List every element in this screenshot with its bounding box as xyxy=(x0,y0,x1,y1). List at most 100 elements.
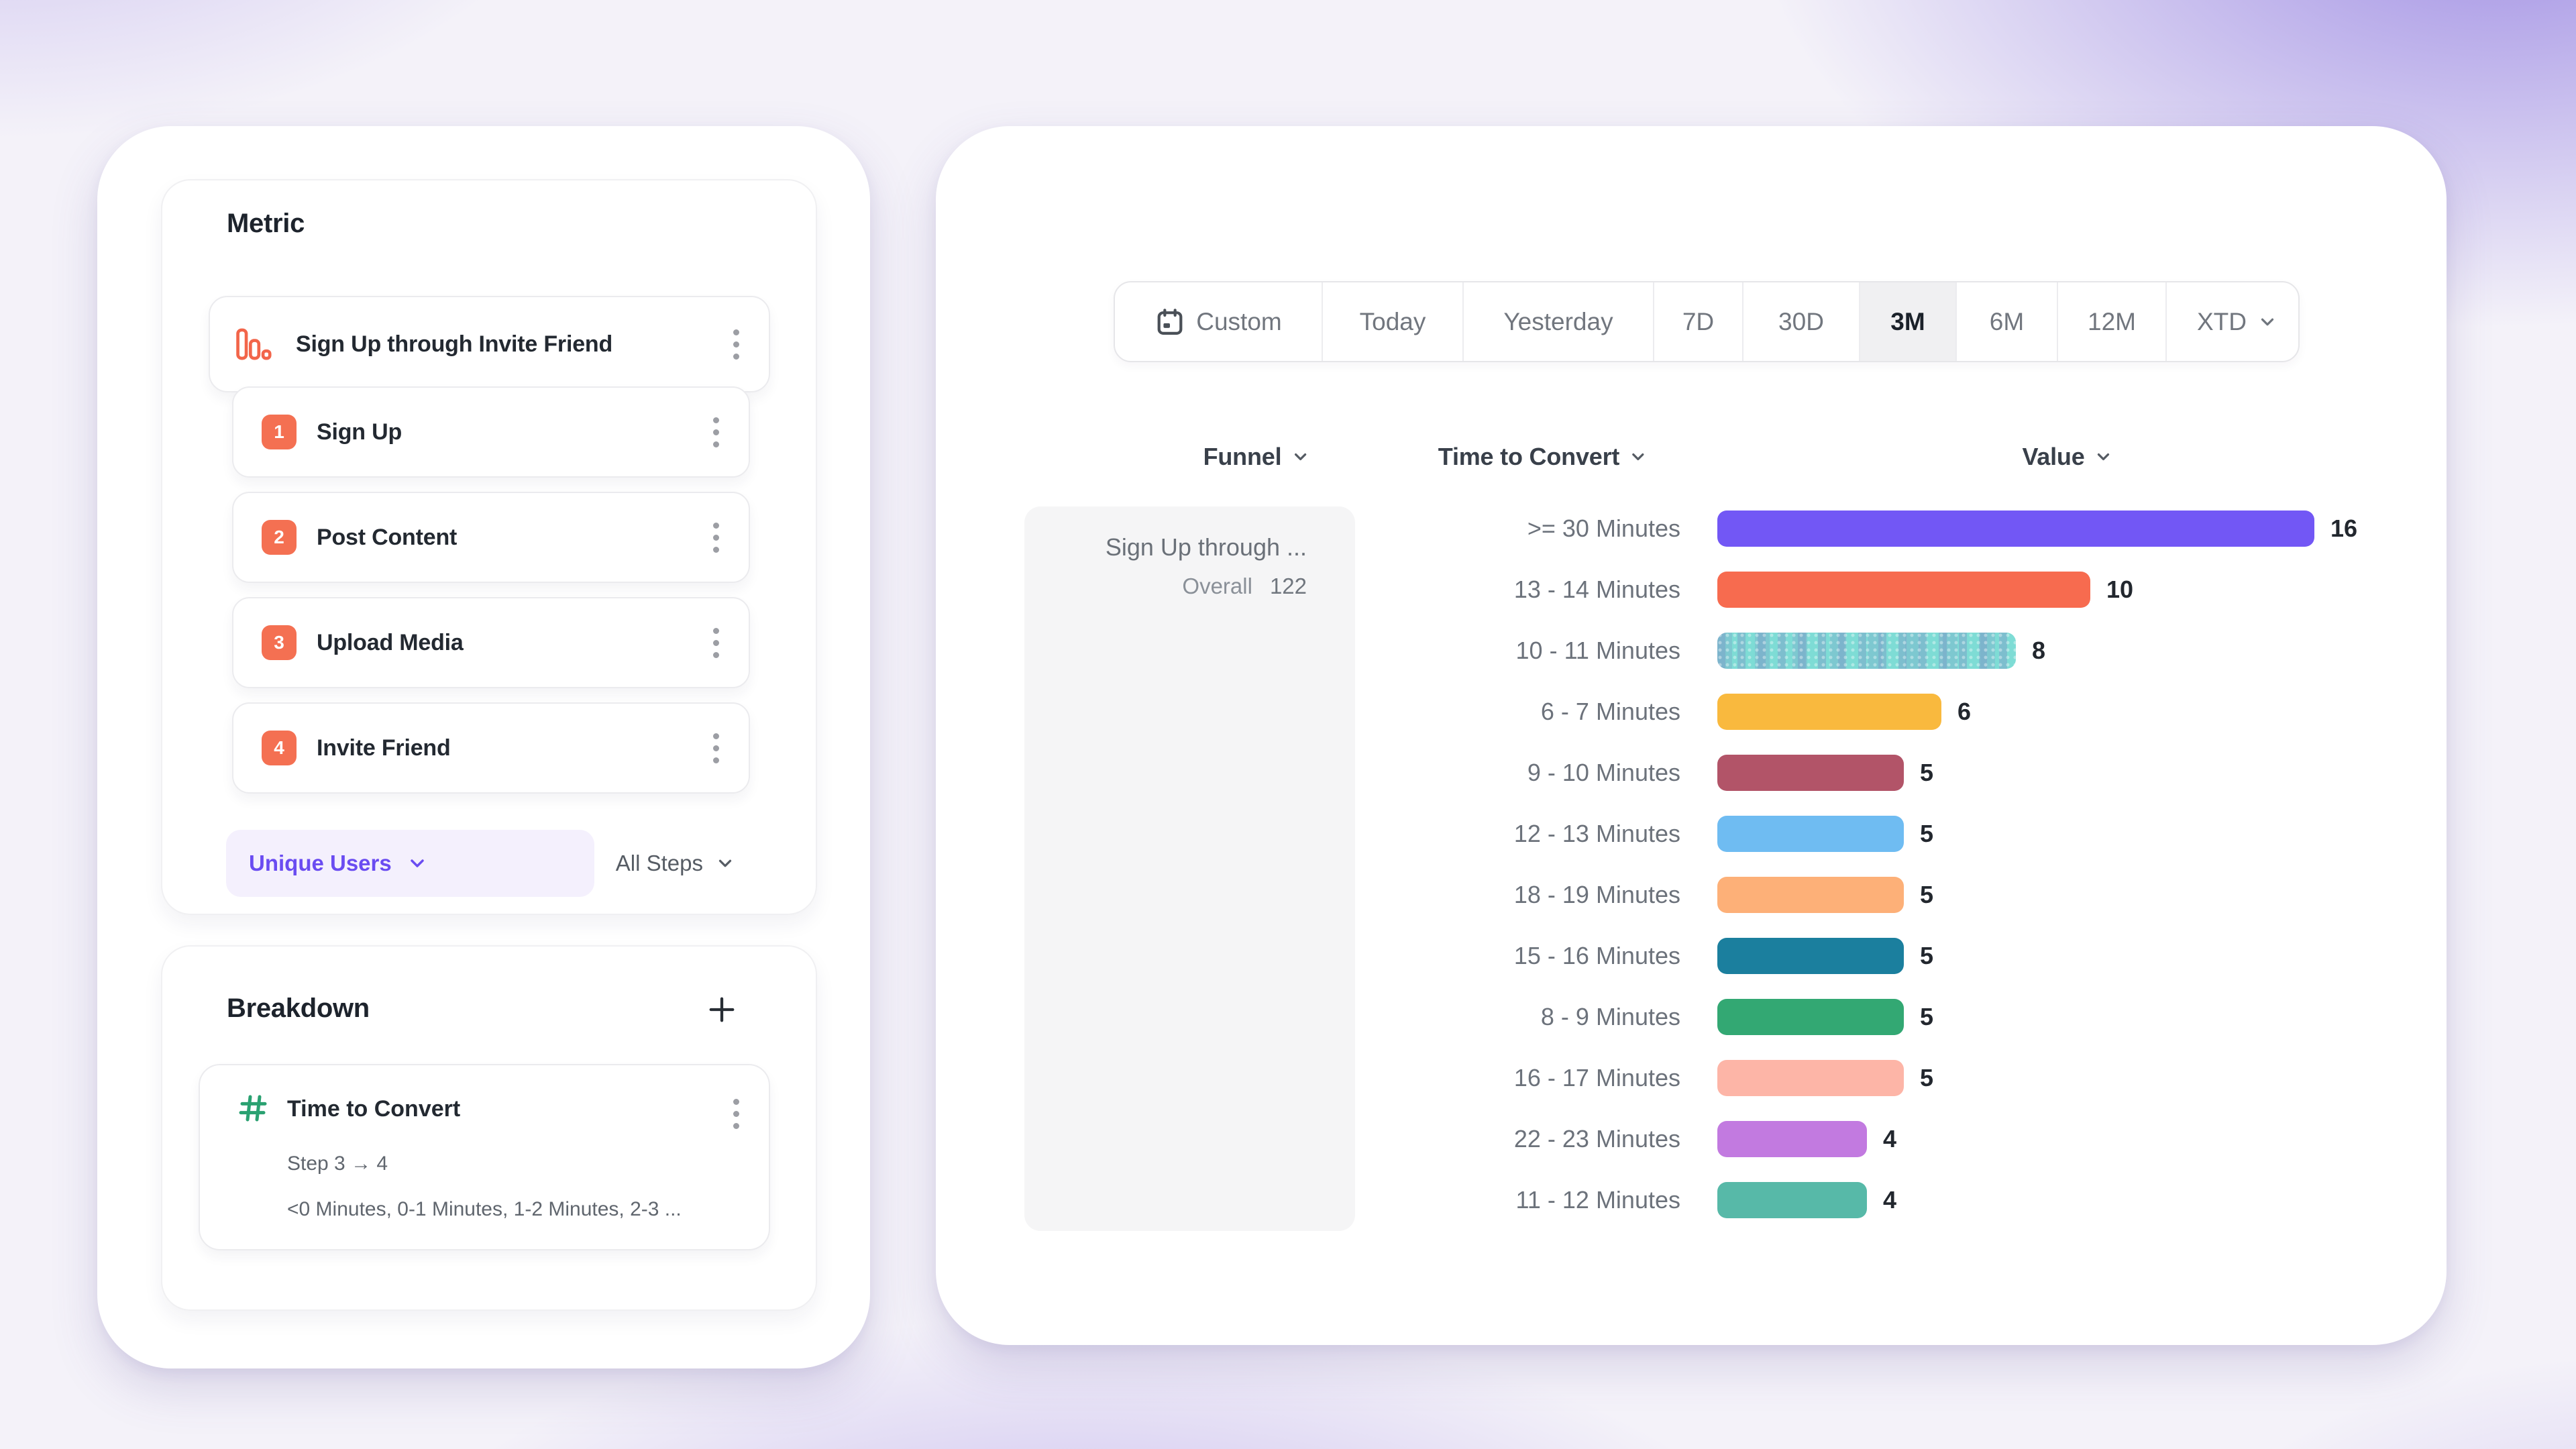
chevron-down-icon xyxy=(1291,447,1309,466)
date-range-label: 30D xyxy=(1778,307,1824,335)
chevron-down-icon xyxy=(407,853,428,874)
bucket-label: 15 - 16 Minutes xyxy=(1513,941,1680,969)
counting-method-label: Unique Users xyxy=(249,851,392,875)
bucket-label: 10 - 11 Minutes xyxy=(1515,636,1680,664)
date-range-option[interactable]: 7D xyxy=(1653,282,1742,361)
date-range-option[interactable]: 12M xyxy=(2057,282,2165,361)
bucket-label: 8 - 9 Minutes xyxy=(1540,1002,1680,1030)
breakdown-bar-chart: >= 30 Minutes 16 13 - 14 Minutes 10 10 -… xyxy=(1493,498,2357,1230)
bar-value: 4 xyxy=(1883,1124,1897,1152)
bar-value: 16 xyxy=(2330,514,2358,542)
kebab-menu-icon[interactable] xyxy=(733,1099,739,1129)
bar[interactable] xyxy=(1717,754,1904,791)
steps-filter-label: All Steps xyxy=(615,851,703,875)
column-header-value[interactable]: Value xyxy=(2022,443,2112,471)
funnel-metric-item[interactable]: Sign Up through Invite Friend xyxy=(209,296,770,392)
column-header-funnel[interactable]: Funnel xyxy=(1203,443,1310,471)
step-number-badge: 2 xyxy=(262,520,297,555)
chevron-down-icon xyxy=(1629,447,1648,466)
bar[interactable] xyxy=(1717,1059,1904,1096)
chart-row: 15 - 16 Minutes 5 xyxy=(1493,925,2357,986)
kebab-menu-icon[interactable] xyxy=(713,522,719,553)
chart-row: 6 - 7 Minutes 6 xyxy=(1493,681,2357,742)
date-range-selector: Custom Today Yesterday 7D 30D 3M 6M 12M … xyxy=(1114,281,2300,362)
metric-section-title: Metric xyxy=(227,209,305,238)
breakdown-property-item[interactable]: Time to Convert Step 3 → 4 <0 Minutes, 0… xyxy=(199,1064,770,1250)
breakdown-buckets-preview: <0 Minutes, 0-1 Minutes, 1-2 Minutes, 2-… xyxy=(287,1198,682,1220)
step-label: Sign Up xyxy=(317,419,402,445)
date-range-option[interactable]: Custom xyxy=(1115,282,1322,361)
counting-method-dropdown[interactable]: Unique Users xyxy=(226,830,594,897)
bucket-label: 22 - 23 Minutes xyxy=(1513,1124,1680,1152)
date-range-option[interactable]: 3M xyxy=(1859,282,1955,361)
date-range-label: Yesterday xyxy=(1503,307,1613,335)
step-label: Upload Media xyxy=(317,629,464,655)
chart-row: 22 - 23 Minutes 4 xyxy=(1493,1108,2357,1169)
bucket-label: 18 - 19 Minutes xyxy=(1513,880,1680,908)
funnel-overall-row: Overall 122 xyxy=(1182,574,1307,598)
chart-row: 16 - 17 Minutes 5 xyxy=(1493,1047,2357,1108)
bar[interactable] xyxy=(1717,571,2090,608)
bar[interactable] xyxy=(1717,510,2314,547)
date-range-label: 6M xyxy=(1989,307,2025,335)
kebab-menu-icon[interactable] xyxy=(713,627,719,658)
bar[interactable] xyxy=(1717,937,1904,974)
step-label: Post Content xyxy=(317,524,458,550)
bar-chart-icon xyxy=(234,327,273,361)
results-panel: Custom Today Yesterday 7D 30D 3M 6M 12M … xyxy=(936,126,2447,1345)
chevron-down-icon xyxy=(715,853,735,873)
chart-row: 18 - 19 Minutes 5 xyxy=(1493,864,2357,925)
bar-value: 5 xyxy=(1920,1063,1934,1091)
kebab-menu-icon[interactable] xyxy=(733,329,739,360)
bar[interactable] xyxy=(1717,998,1904,1035)
column-header-breakdown[interactable]: Time to Convert xyxy=(1438,443,1648,471)
kebab-menu-icon[interactable] xyxy=(713,733,719,763)
step-number-badge: 3 xyxy=(262,625,297,660)
bar-value: 8 xyxy=(2032,636,2046,664)
date-range-option[interactable]: Yesterday xyxy=(1462,282,1653,361)
funnel-group-cell[interactable]: Sign Up through ... Overall 122 xyxy=(1024,506,1355,1231)
date-range-option[interactable]: XTD xyxy=(2165,282,2298,361)
chart-row: >= 30 Minutes 16 xyxy=(1493,498,2357,559)
date-range-label: XTD xyxy=(2197,307,2247,335)
bar-value: 5 xyxy=(1920,880,1934,908)
metric-card: Metric Sign Up through Invite Friend 1 S… xyxy=(161,179,817,915)
bucket-label: 13 - 14 Minutes xyxy=(1513,575,1680,603)
date-range-option[interactable]: 6M xyxy=(1955,282,2057,361)
date-range-label: Today xyxy=(1359,307,1426,335)
chart-row: 12 - 13 Minutes 5 xyxy=(1493,803,2357,864)
kebab-menu-icon[interactable] xyxy=(713,417,719,447)
bucket-label: 11 - 12 Minutes xyxy=(1515,1185,1680,1214)
bar[interactable] xyxy=(1717,876,1904,913)
bucket-label: 9 - 10 Minutes xyxy=(1527,758,1680,786)
funnel-step[interactable]: 3 Upload Media xyxy=(232,597,750,688)
steps-filter-dropdown[interactable]: All Steps xyxy=(616,830,735,897)
bar[interactable] xyxy=(1717,1120,1867,1157)
step-number-badge: 4 xyxy=(262,731,297,765)
date-range-label: 12M xyxy=(2088,307,2136,335)
bar[interactable] xyxy=(1717,815,1904,852)
funnel-step[interactable]: 1 Sign Up xyxy=(232,386,750,478)
bar-value: 10 xyxy=(2106,575,2134,603)
chart-row: 11 - 12 Minutes 4 xyxy=(1493,1169,2357,1230)
add-breakdown-button[interactable] xyxy=(703,991,741,1028)
breakdown-step-range: Step 3 → 4 xyxy=(287,1152,388,1175)
funnel-overall-value: 122 xyxy=(1269,574,1307,598)
breakdown-property-name: Time to Convert xyxy=(287,1096,461,1122)
bar[interactable] xyxy=(1717,632,2016,669)
bucket-label: 16 - 17 Minutes xyxy=(1513,1063,1680,1091)
funnel-step[interactable]: 2 Post Content xyxy=(232,492,750,583)
query-builder-panel: Metric Sign Up through Invite Friend 1 S… xyxy=(97,126,870,1368)
funnel-step[interactable]: 4 Invite Friend xyxy=(232,702,750,794)
bar-value: 5 xyxy=(1920,1002,1934,1030)
bucket-label: 6 - 7 Minutes xyxy=(1540,697,1680,725)
step-label: Invite Friend xyxy=(317,735,451,761)
calendar-icon xyxy=(1155,307,1185,337)
bar-value: 5 xyxy=(1920,941,1934,969)
date-range-option[interactable]: Today xyxy=(1322,282,1462,361)
bar[interactable] xyxy=(1717,1181,1867,1218)
bar[interactable] xyxy=(1717,693,1941,730)
funnel-metric-name: Sign Up through Invite Friend xyxy=(296,331,613,357)
date-range-option[interactable]: 30D xyxy=(1742,282,1859,361)
